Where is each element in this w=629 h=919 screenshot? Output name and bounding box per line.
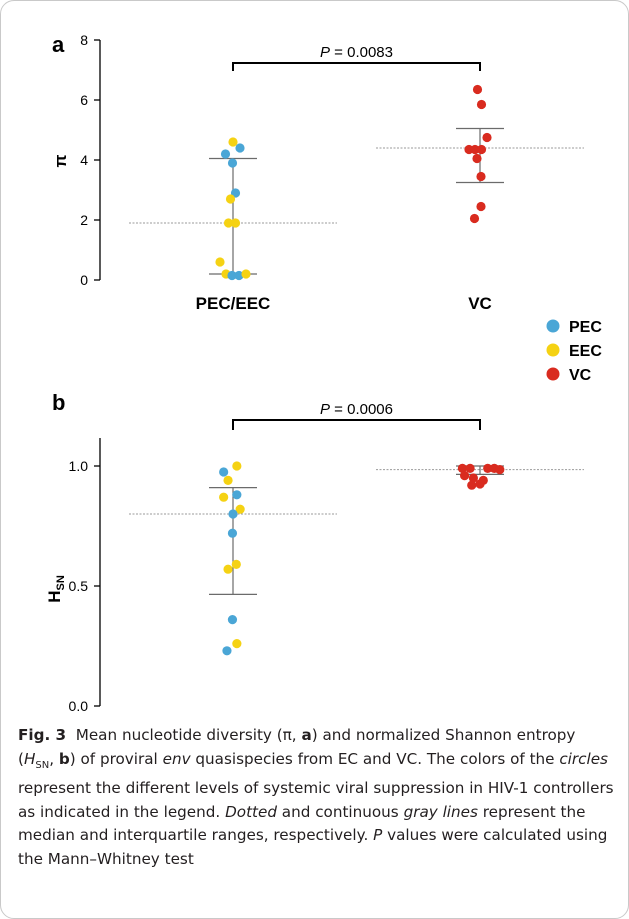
panel-a-y-ticks: 0 2 4 6 8 (80, 32, 100, 288)
data-point-vc (472, 153, 482, 164)
caption-text: circles (559, 749, 608, 768)
panel-b-y-ticks: 0.0 0.5 1.0 (69, 458, 100, 714)
data-point-eec (223, 475, 233, 485)
data-point-vc (470, 144, 480, 155)
data-point-vc (469, 213, 480, 224)
caption-text: P (373, 826, 383, 845)
data-point-pec (235, 143, 245, 153)
caption-text: represent the median and interquartile r… (18, 802, 586, 845)
data-point-vc (476, 171, 486, 182)
caption-text: Dotted (225, 802, 277, 821)
caption-text: env (162, 749, 191, 768)
data-point-vc (476, 144, 487, 155)
data-point-vc (482, 132, 492, 143)
caption-text: represent the different levels of system… (18, 779, 614, 821)
caption-text: ) of proviral (69, 749, 163, 768)
y-tick-label: 2 (80, 212, 88, 228)
legend-label: PEC (569, 319, 602, 336)
caption-text: Mean nucleotide diversity (π, (75, 726, 302, 744)
data-point-eec (225, 194, 236, 204)
category-label: PEC/EEC (196, 294, 271, 313)
legend-marker (546, 367, 560, 381)
data-point-eec (228, 137, 238, 147)
caption-text: quasispecies from EC and VC. The colors … (190, 749, 560, 768)
data-point-vc (460, 471, 470, 481)
p-value-label: P = 0.0083 (320, 44, 393, 61)
caption-text: , (49, 749, 59, 768)
data-point-eec (231, 559, 241, 570)
legend-label: VC (569, 367, 592, 384)
y-tick-label: 0.5 (69, 578, 89, 594)
y-tick-label: 0 (80, 272, 88, 288)
data-point-vc (472, 84, 483, 95)
panel-a: a 0 2 4 6 8 π PEC/EEC VC P = 0.0083 (51, 32, 584, 313)
data-point-pec (232, 490, 242, 500)
data-point-pec (234, 270, 244, 281)
caption-text: values were calculated using the Mann–Wh… (18, 826, 608, 868)
data-point-pec (227, 615, 238, 625)
data-point-eec (219, 492, 229, 502)
data-point-eec (241, 269, 251, 279)
data-point-pec (228, 509, 238, 519)
y-tick-label: 0.0 (69, 698, 89, 714)
p-value-label: P = 0.0006 (320, 401, 393, 418)
panel-b-points (219, 461, 505, 656)
caption-text: and continuous (276, 802, 404, 821)
bracket-line (232, 62, 481, 71)
data-point-vc (467, 480, 477, 490)
y-tick-label: 1.0 (69, 458, 89, 474)
caption-text: a (301, 726, 312, 744)
data-point-eec (223, 218, 234, 228)
data-point-pec (219, 467, 229, 477)
data-point-vc (468, 473, 478, 483)
data-point-vc (475, 479, 485, 489)
panel-b-significance-bracket: P = 0.0006 (232, 401, 481, 430)
data-point-eec (215, 257, 225, 267)
panel-b-letter: b (52, 390, 65, 415)
caption-fig-label: Fig. 3 (18, 726, 67, 744)
data-point-vc (476, 201, 486, 212)
panel-b-summary-lines (129, 465, 584, 596)
legend-marker (546, 319, 560, 333)
panel-a-points (215, 84, 492, 281)
panel-b-y-label: HSN (45, 575, 67, 603)
caption-text: SN (35, 759, 50, 771)
data-point-vc (476, 99, 487, 110)
caption-text: gray lines (403, 802, 478, 821)
data-point-vc (495, 465, 505, 475)
data-point-pec (227, 158, 238, 168)
panel-a-category-labels: PEC/EEC VC (196, 294, 492, 313)
data-point-pec (227, 528, 238, 538)
y-tick-label: 8 (80, 32, 88, 48)
data-point-vc (465, 463, 475, 473)
legend-marker (546, 343, 560, 357)
panel-a-letter: a (52, 32, 65, 57)
panel-a-summary-lines (129, 127, 584, 275)
panel-a-significance-bracket: P = 0.0083 (232, 44, 481, 71)
y-tick-label: 4 (80, 152, 88, 168)
data-point-vc (483, 463, 493, 473)
y-tick-label: 6 (80, 92, 88, 108)
figure-caption: Fig. 3 Mean nucleotide diversity (π, a) … (18, 724, 614, 872)
data-point-eec (235, 504, 245, 514)
category-label: VC (468, 294, 492, 313)
data-point-pec (222, 646, 232, 656)
data-point-eec (232, 639, 242, 649)
data-point-vc (457, 463, 467, 473)
data-point-eec (232, 461, 242, 471)
bracket-line (232, 419, 481, 430)
caption-text: H (23, 749, 36, 768)
data-point-pec (227, 270, 237, 281)
panel-a-y-label: π (51, 154, 70, 167)
legend-label: EEC (569, 343, 602, 360)
data-point-eec (230, 218, 241, 228)
caption-text: b (58, 749, 70, 768)
legend: PEC EEC VC (546, 319, 602, 384)
data-point-eec (223, 564, 233, 574)
data-point-pec (220, 149, 231, 159)
caption-text: ) and normalized Shannon entropy ( (18, 726, 576, 768)
